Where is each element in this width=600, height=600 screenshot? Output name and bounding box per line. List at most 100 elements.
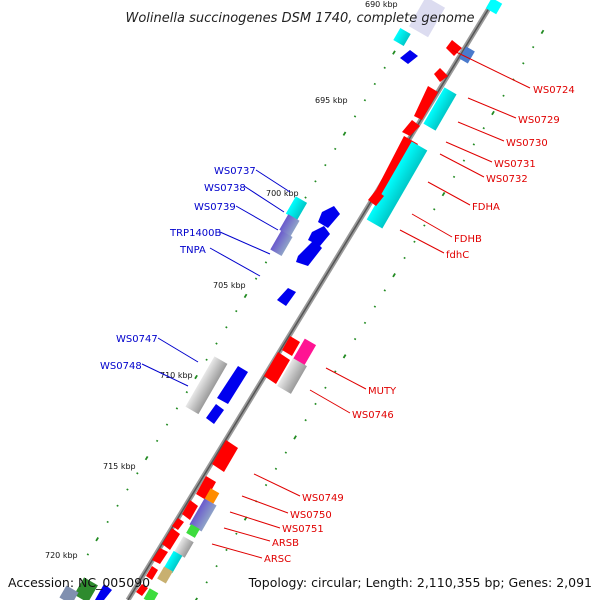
label-ws0750[interactable]: WS0750 <box>290 510 332 521</box>
feature-blue-4[interactable] <box>206 404 224 424</box>
tick-dot <box>126 488 129 491</box>
accession-text: Accession: NC_005090 <box>8 575 150 590</box>
feature-ws0749[interactable] <box>212 440 238 472</box>
tick-dot <box>363 321 367 325</box>
tick-dot <box>304 196 307 199</box>
feature-ws0730[interactable] <box>414 86 438 120</box>
feature-red-b[interactable] <box>182 500 198 520</box>
feature-red-c[interactable] <box>172 518 184 530</box>
label-ws0749[interactable]: WS0749 <box>302 493 344 504</box>
feature-ws0746[interactable] <box>277 358 307 394</box>
tick-dot <box>264 261 268 264</box>
feature-ws0737[interactable] <box>285 196 308 221</box>
feature-top-cyan[interactable] <box>485 0 503 15</box>
feature-tan-bottom[interactable] <box>157 566 173 584</box>
label-ws0746[interactable]: WS0746 <box>352 410 394 421</box>
label-ws0737[interactable]: WS0737 <box>214 166 256 177</box>
tick-label-705: 705 kbp <box>213 281 246 290</box>
tick-dot <box>383 289 386 292</box>
label-arsc[interactable]: ARSC <box>264 554 291 565</box>
tick-dot <box>433 208 436 211</box>
tick-dot <box>86 553 90 556</box>
tick-dot <box>334 147 337 151</box>
tick-track-left <box>194 29 545 600</box>
tick-dot <box>423 224 426 227</box>
tick-dot <box>452 175 456 179</box>
feature-red-g[interactable] <box>136 584 148 596</box>
feature-muty-box[interactable] <box>292 338 317 366</box>
feature-top-gray[interactable] <box>408 0 446 38</box>
label-muty[interactable]: MUTY <box>368 386 397 397</box>
label-fdhc[interactable]: fdhC <box>446 250 469 261</box>
feature-muty[interactable] <box>282 336 300 356</box>
feature-fdhc[interactable] <box>368 190 384 206</box>
label-arsb[interactable]: ARSB <box>272 538 299 549</box>
feature-ws0732[interactable] <box>402 120 420 136</box>
feature-ws0739[interactable] <box>270 230 293 257</box>
genome-summary-text: Topology: circular; Length: 2,110,355 bp… <box>248 575 592 590</box>
label-ws0751[interactable]: WS0751 <box>282 524 324 535</box>
feature-red-a[interactable] <box>196 476 216 500</box>
label-fdhb[interactable]: FDHB <box>454 234 482 245</box>
feature-ws0750[interactable] <box>204 488 220 504</box>
label-ws0747[interactable]: WS0747 <box>116 334 158 345</box>
label-ws0748[interactable]: WS0748 <box>100 361 142 372</box>
tick-dot <box>334 370 337 373</box>
feature-arsb[interactable] <box>186 524 200 538</box>
feature-top-blue[interactable] <box>400 50 418 64</box>
label-ws0732[interactable]: WS0732 <box>486 174 528 185</box>
feature-ws0747[interactable] <box>185 356 228 415</box>
feature-top-right[interactable] <box>459 46 475 64</box>
tick-dot <box>392 273 396 278</box>
tick-dot <box>194 374 198 380</box>
feature-fdhb[interactable] <box>366 141 428 229</box>
label-ws0730[interactable]: WS0730 <box>506 138 548 149</box>
tick-dot <box>353 337 357 341</box>
feature-ws0724[interactable] <box>446 40 462 56</box>
tick-dot <box>215 565 218 568</box>
label-tnpa[interactable]: TNPA <box>179 245 206 256</box>
feature-red-d[interactable] <box>162 528 180 550</box>
map-title: Wolinella succinogenes DSM 1740, complet… <box>125 11 474 26</box>
feature-bottom-blue[interactable] <box>95 584 112 600</box>
feature-red-mid[interactable] <box>264 352 290 384</box>
tick-dot <box>353 115 357 118</box>
label-ws0738[interactable]: WS0738 <box>204 183 246 194</box>
tick-dot <box>225 326 228 329</box>
feature-ws0729[interactable] <box>434 68 448 82</box>
feature-trp1400b[interactable] <box>277 288 296 306</box>
tick-dot <box>264 483 268 487</box>
feature-blue-1[interactable] <box>318 206 340 228</box>
tick-dot <box>373 305 377 308</box>
tick-dot <box>293 435 297 440</box>
tick-dot <box>175 407 179 410</box>
label-ws0731[interactable]: WS0731 <box>494 159 536 170</box>
tick-label-700: 700 kbp <box>266 189 299 198</box>
label-ws0724[interactable]: WS0724 <box>533 85 575 96</box>
feature-ws0731[interactable] <box>423 87 457 131</box>
tick-dot <box>383 66 386 69</box>
feature-top-a[interactable] <box>393 27 411 47</box>
feature-red-f[interactable] <box>146 566 158 580</box>
feature-arsc[interactable] <box>174 536 194 558</box>
feature-bottom-green[interactable] <box>74 577 98 600</box>
tick-dot <box>235 309 238 313</box>
feature-ws0751[interactable] <box>189 498 217 532</box>
feature-blue-3[interactable] <box>296 240 322 266</box>
tick-label-695: 695 kbp <box>315 96 348 105</box>
label-trp1400b[interactable]: TRP1400B <box>169 228 222 239</box>
tick-dot <box>472 143 476 146</box>
reverse-gene-labels: WS0737 WS0738 WS0739 TRP1400B TNPA WS074… <box>100 166 256 372</box>
tick-dot <box>284 451 288 454</box>
feature-cyan-bottom[interactable] <box>163 550 183 574</box>
tick-dot <box>225 548 228 552</box>
feature-ws0738[interactable] <box>279 214 300 237</box>
tick-dot <box>314 402 317 406</box>
label-ws0739[interactable]: WS0739 <box>194 202 236 213</box>
label-ws0729[interactable]: WS0729 <box>518 115 560 126</box>
feature-ws0748[interactable] <box>217 366 248 404</box>
tick-dot <box>155 439 159 443</box>
feature-red-e[interactable] <box>152 548 168 564</box>
label-fdha[interactable]: FDHA <box>472 202 500 213</box>
